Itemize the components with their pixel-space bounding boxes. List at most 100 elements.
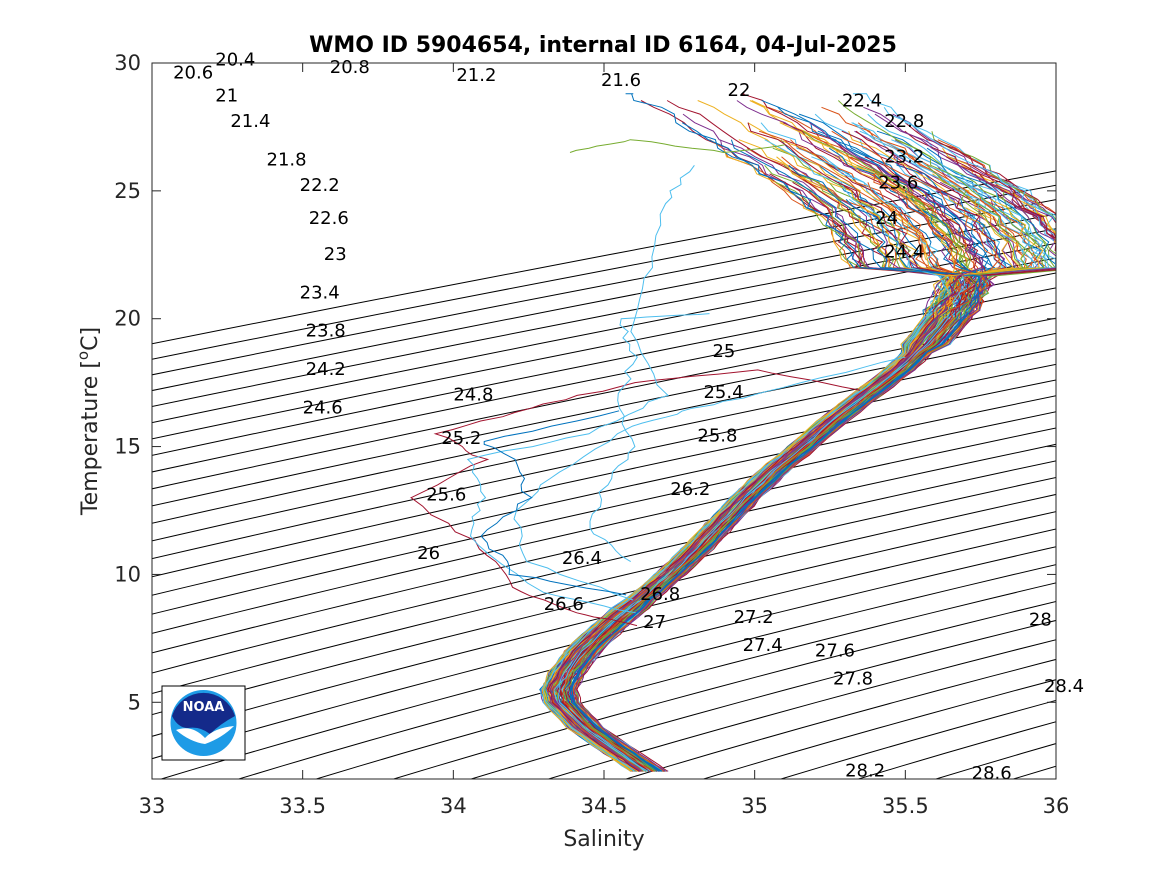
profile-87 [551, 113, 1056, 772]
profile-117 [558, 107, 1056, 772]
noaa-logo: NOAA [161, 685, 246, 761]
float-profiles [410, 93, 1056, 772]
isopycnal-label-14: 23.2 [884, 147, 924, 168]
isopycnal-23 [152, 528, 1056, 760]
x-axis-ticks: 33 33.5 34 34.5 35 35.5 36 [139, 63, 1070, 818]
anomalous-profile-2 [513, 356, 906, 601]
isopycnal-label-36: 27.6 [815, 640, 855, 661]
isopycnal-17 [152, 427, 1056, 634]
isopycnal-label-29: 26.2 [670, 479, 710, 500]
density-contour-labels: 20.420.6 20.8 21 21.2 21.4 21.6 21.8 22 22.2 22.4… [173, 50, 1084, 784]
isopycnal-label-6: 21.6 [601, 70, 641, 91]
isopycnal-label-1: 20.6 [173, 62, 213, 83]
profile-124 [542, 139, 951, 772]
isopycnal-label-30: 26.4 [562, 548, 602, 569]
isopycnal-label-10: 22.4 [842, 90, 882, 111]
isopycnal-26 [314, 582, 1056, 779]
isopycnal-label-8: 22 [728, 80, 751, 101]
x-tick-label-5: 35.5 [882, 794, 929, 818]
x-axis-label: Salinity [563, 827, 644, 852]
isopycnal-label-4: 21.2 [456, 65, 496, 86]
isopycnal-label-19: 24.2 [306, 359, 346, 380]
profile-125 [547, 122, 962, 772]
x-tick-label-2: 34 [440, 794, 467, 818]
isopycnal-13 [152, 363, 1056, 560]
y-tick-label-0: 5 [128, 690, 141, 714]
isopycnal-label-12: 22.8 [884, 111, 924, 132]
isopycnal-30 [624, 658, 1056, 779]
isopycnal-label-34: 27.2 [734, 607, 774, 628]
anomalous-profile-3 [480, 410, 627, 596]
isopycnal-10 [152, 317, 1056, 507]
isopycnal-11 [152, 332, 1056, 524]
y-tick-label-2: 15 [114, 435, 141, 459]
isopycnal-label-27: 25.8 [697, 425, 737, 446]
isopycnal-14 [152, 379, 1056, 578]
profile-122 [574, 122, 995, 772]
profile-129 [549, 164, 984, 772]
x-tick-label-0: 33 [139, 794, 166, 818]
chart-title: WMO ID 5904654, internal ID 6164, 04-Jul… [309, 33, 897, 58]
anomalous-profile-5 [569, 139, 785, 154]
isopycnal-29 [546, 639, 1056, 779]
isopycnal-label-33: 27 [643, 612, 666, 633]
y-axis-label: Temperature [oC] [74, 327, 103, 516]
isopycnal-27 [391, 600, 1056, 779]
profile-120 [572, 173, 988, 772]
x-tick-label-4: 35 [741, 794, 768, 818]
y-axis-ticks: 5 10 15 20 25 30 [114, 51, 1056, 714]
y-axis-label-superscript: o [74, 351, 92, 360]
density-contours [152, 170, 1056, 779]
isopycnal-label-41: 28.6 [972, 763, 1012, 784]
isopycnal-label-9: 22.2 [300, 175, 340, 196]
isopycnal-label-21: 24.6 [303, 397, 343, 418]
logo-bird-top [172, 692, 235, 734]
isopycnal-12 [152, 348, 1056, 542]
x-tick-label-3: 34.5 [581, 794, 628, 818]
isopycnal-6 [152, 257, 1056, 440]
isopycnal-label-2: 20.8 [330, 57, 370, 78]
isopycnal-22 [152, 511, 1056, 737]
isopycnal-label-18: 24 [875, 208, 898, 229]
isopycnal-15 [152, 395, 1056, 596]
isopycnal-9 [152, 302, 1056, 490]
y-tick-label-1: 10 [114, 562, 141, 586]
isopycnal-label-38: 28 [1029, 610, 1052, 631]
y-tick-label-3: 20 [114, 307, 141, 331]
isopycnal-7 [152, 272, 1056, 456]
logo-wordmark: NOAA [183, 700, 225, 715]
isopycnal-label-31: 26.6 [544, 594, 584, 615]
isopycnal-label-17: 23.8 [306, 321, 346, 342]
isopycnal-label-7: 21.8 [267, 149, 307, 170]
y-tick-label-5: 30 [114, 51, 141, 75]
isopycnal-8 [152, 287, 1056, 473]
isopycnal-label-35: 27.4 [743, 635, 783, 656]
y-tick-label-4: 25 [114, 179, 141, 203]
anomalous-profile-0 [410, 369, 861, 627]
isopycnal-label-3: 21 [215, 85, 238, 106]
isopycnal-label-28: 26 [417, 543, 440, 564]
isopycnal-label-22: 24.8 [453, 385, 493, 406]
isopycnal-16 [152, 411, 1056, 615]
isopycnal-25 [237, 564, 1056, 779]
profile-127 [562, 173, 974, 772]
isopycnal-label-39: 28.2 [845, 760, 885, 781]
isopycnal-label-15: 23.4 [300, 282, 340, 303]
isopycnal-label-23: 25 [712, 341, 735, 362]
isopycnal-28 [469, 619, 1056, 779]
isopycnal-label-24: 25.2 [441, 428, 481, 449]
y-axis-label-unit: C] [78, 327, 103, 351]
profile-128 [541, 198, 1044, 772]
profile-102 [573, 131, 1056, 772]
isopycnal-label-37: 27.8 [833, 668, 873, 689]
profile-115 [547, 106, 1056, 772]
isopycnal-label-0: 20.4 [215, 50, 255, 71]
anomalous-profile-4 [589, 313, 710, 563]
isopycnal-24 [159, 546, 1056, 779]
profile-109 [565, 130, 983, 772]
x-tick-label-6: 36 [1043, 794, 1070, 818]
logo-bird-wing [176, 726, 234, 744]
isopycnal-label-5: 21.4 [230, 111, 270, 132]
profile-82 [553, 199, 1047, 772]
isopycnal-label-13: 23 [324, 244, 347, 265]
